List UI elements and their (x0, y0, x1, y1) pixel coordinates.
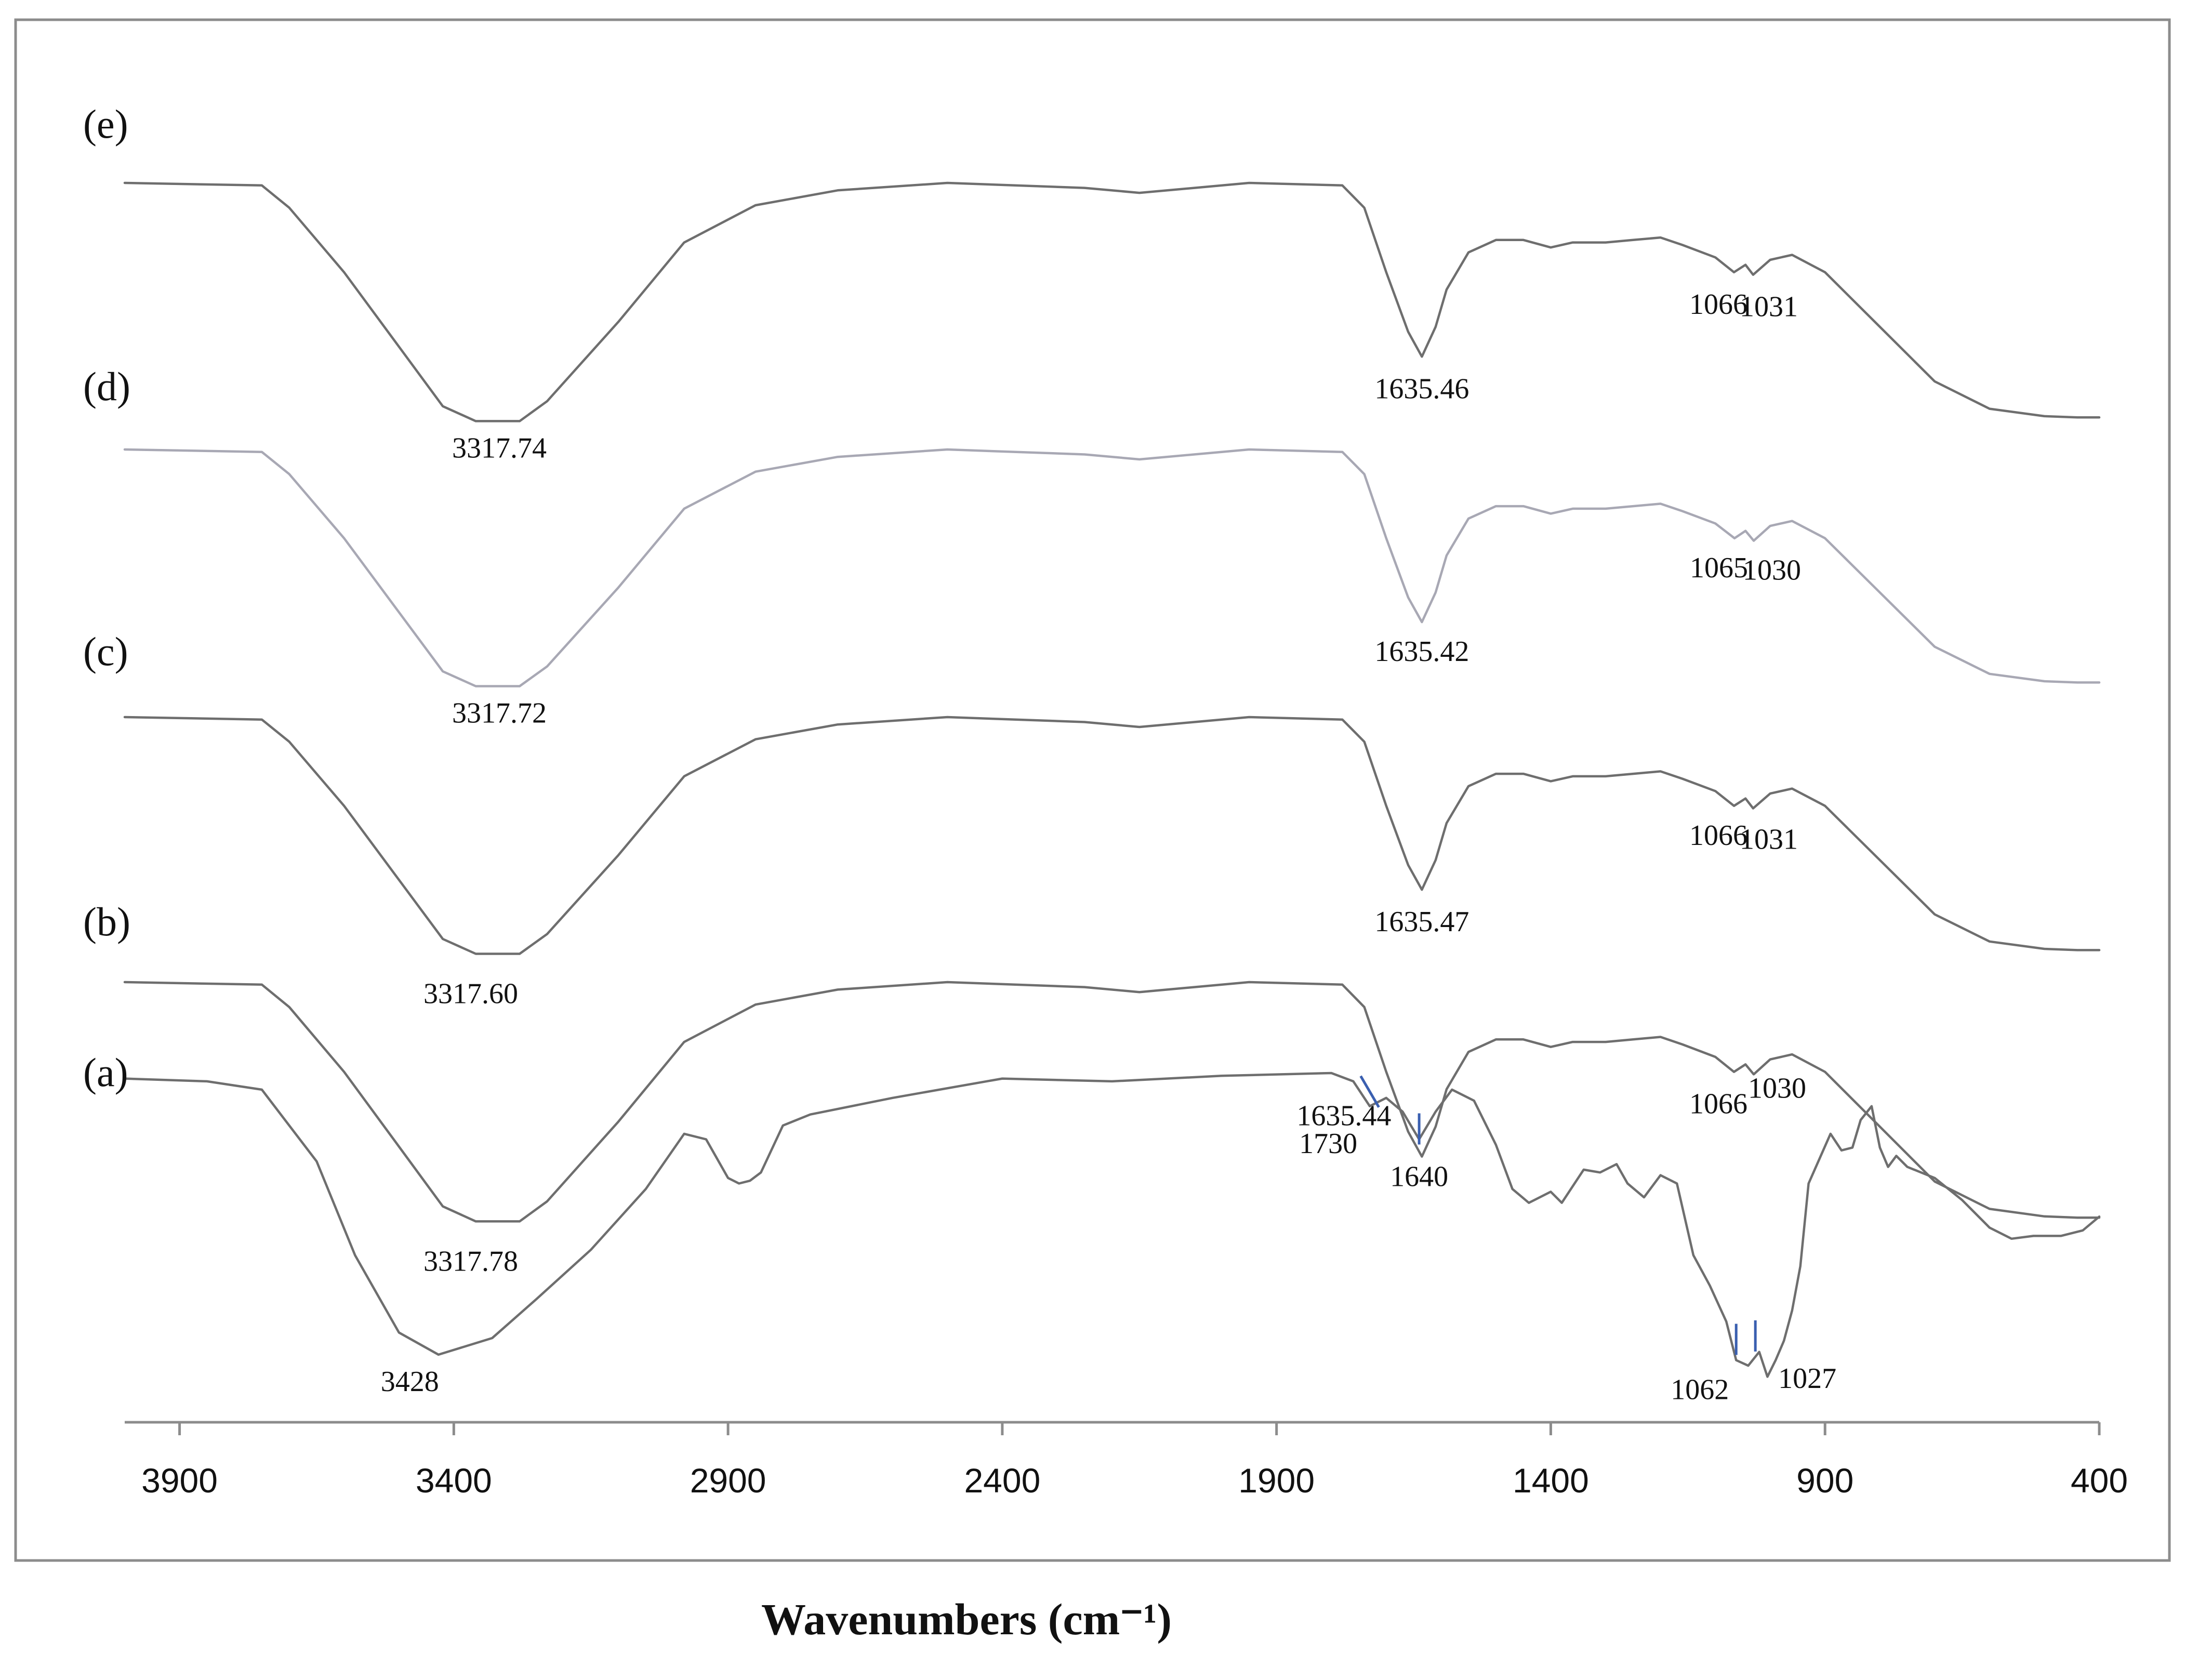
chart-frame (14, 18, 2171, 1562)
peak-label: 3317.74 (452, 432, 547, 464)
peak-label: 3317.78 (423, 1245, 518, 1277)
peak-label: 3317.72 (452, 697, 547, 730)
peak-label: 1635.44 (1296, 1100, 1391, 1132)
peak-marker (1359, 1075, 1380, 1108)
peak-label: 1730 (1299, 1128, 1357, 1160)
x-tick-label: 3400 (416, 1461, 492, 1500)
peak-label: 1030 (1743, 554, 1801, 587)
x-tick-label: 2400 (964, 1461, 1040, 1500)
spectrum-line (123, 716, 2101, 955)
peak-label: 1027 (1778, 1362, 1836, 1395)
x-ticks: 3900 3400 2900 2400 1900 1400 900 400 (141, 1422, 2128, 1500)
x-tick-label: 1400 (1513, 1461, 1589, 1500)
x-tick-label: 400 (2071, 1461, 2128, 1500)
x-tick-label: 1900 (1238, 1461, 1315, 1500)
peak-label: 3428 (381, 1366, 439, 1398)
spectrum-line (123, 981, 2101, 1223)
spectrum-line (123, 181, 2101, 422)
peak-markers (1359, 1075, 1757, 1355)
peak-label: 1635.46 (1374, 373, 1469, 405)
peak-label: 3317.60 (423, 978, 518, 1010)
peak-label: 1640 (1390, 1161, 1448, 1193)
peak-label: 1031 (1740, 824, 1798, 856)
peak-label: 1065 (1690, 552, 1748, 584)
spectra (123, 181, 2101, 1378)
peak-label: 1031 (1740, 291, 1798, 323)
peak-label: 1030 (1748, 1072, 1806, 1104)
peak-label: 1066 (1689, 819, 1747, 852)
x-tick-label: 3900 (141, 1461, 218, 1500)
x-tick-label: 900 (1796, 1461, 1853, 1500)
spectrum-line (123, 448, 2101, 687)
peak-label: 1066 (1689, 1088, 1747, 1120)
x-tick-label: 2900 (690, 1461, 766, 1500)
peak-label: 1062 (1671, 1374, 1729, 1406)
series-label: (c) (83, 629, 128, 674)
series-label: (d) (83, 364, 130, 409)
series-label: (a) (83, 1050, 128, 1095)
peak-label: 1635.42 (1374, 636, 1469, 668)
x-axis-title: Wavenumbers (cm⁻¹) (761, 1594, 1172, 1644)
series-label: (e) (83, 101, 128, 147)
series-label: (b) (83, 899, 130, 944)
spectrum-line (123, 1072, 2101, 1378)
peak-label: 1635.47 (1374, 906, 1469, 938)
annotations: (e)(d)(c)(b)(a)3317.741635.4610661031331… (83, 101, 1836, 1406)
peak-label: 1066 (1689, 288, 1747, 321)
